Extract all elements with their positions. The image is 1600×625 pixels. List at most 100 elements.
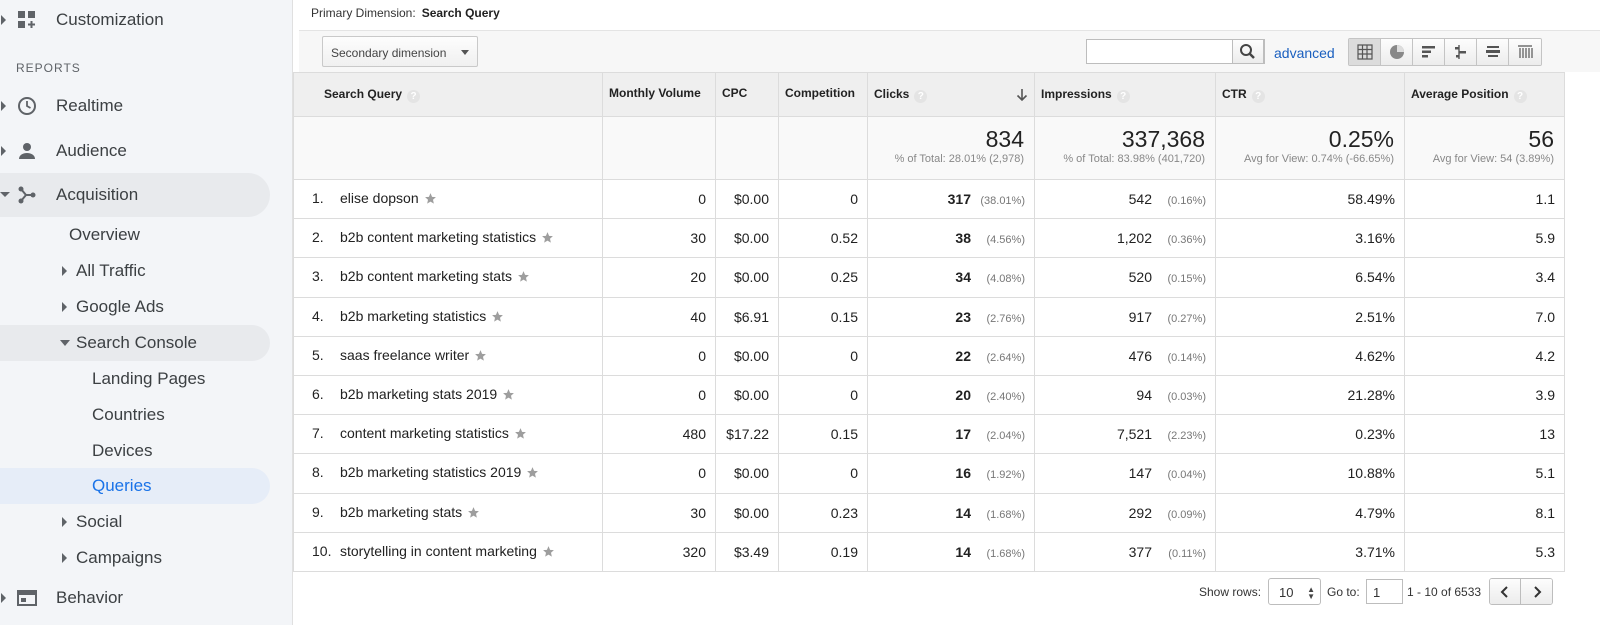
help-icon[interactable]: ? — [407, 89, 421, 103]
column-header-search-query[interactable]: Search Query? — [293, 72, 603, 117]
query-link[interactable]: storytelling in content marketing — [340, 542, 537, 559]
impressions-value: 377 — [1128, 543, 1152, 560]
sidebar-item-landing-pages[interactable]: Landing Pages — [0, 361, 270, 397]
row-number: 10. — [312, 542, 332, 559]
sidebar-item-audience[interactable]: Audience — [0, 133, 270, 169]
star-icon[interactable] — [424, 192, 437, 208]
sidebar-item-behavior[interactable]: Behavior — [0, 580, 270, 616]
monthly-volume-cell: 20 — [602, 257, 716, 298]
page-range: 1 - 10 of 6533 — [1407, 585, 1482, 599]
average-position-cell: 5.9 — [1404, 218, 1565, 259]
impressions-percent: (0.09%) — [1167, 508, 1206, 521]
pivot-icon — [1518, 45, 1533, 58]
sidebar-item-search-console[interactable]: Search Console — [0, 325, 270, 361]
cpc-cell: $0.00 — [715, 178, 779, 220]
expand-arrow-icon — [1, 101, 6, 111]
secondary-dimension-dropdown[interactable]: Secondary dimension — [322, 36, 478, 67]
next-page-button[interactable] — [1521, 579, 1552, 604]
view-comparison-button[interactable] — [1445, 39, 1477, 65]
row-number: 8. — [312, 464, 324, 481]
help-icon[interactable]: ? — [914, 89, 928, 103]
clicks-cell: 38 (4.56%) — [867, 218, 1035, 259]
sidebar-item-countries[interactable]: Countries — [0, 397, 270, 433]
star-icon[interactable] — [491, 310, 504, 326]
query-link[interactable]: content marketing statistics — [340, 425, 509, 442]
average-position-cell: 5.1 — [1404, 453, 1565, 494]
primary-dimension-label: Primary Dimension: — [311, 6, 416, 20]
star-icon[interactable] — [514, 427, 527, 443]
sidebar-item-all-traffic[interactable]: All Traffic — [0, 253, 270, 289]
query-link[interactable]: b2b content marketing stats — [340, 268, 512, 285]
table-row: 1. elise dopson 0 $0.00 0 317 (38.01%) 542 (0.16… — [293, 178, 1565, 220]
sidebar-item-devices[interactable]: Devices — [0, 433, 270, 469]
clicks-cell: 34 (4.08%) — [867, 257, 1035, 298]
goto-page-input[interactable]: 1 — [1366, 579, 1403, 604]
column-header-impressions[interactable]: Impressions? — [1034, 72, 1216, 117]
clicks-percent: (2.64%) — [986, 351, 1025, 364]
clicks-cell: 14 (1.68%) — [867, 531, 1035, 572]
query-link[interactable]: b2b marketing statistics 2019 — [340, 464, 522, 481]
impressions-value: 542 — [1128, 191, 1152, 208]
table-search-button[interactable] — [1232, 39, 1264, 64]
clicks-value: 17 — [955, 426, 971, 443]
clicks-cell: 14 (1.68%) — [867, 492, 1035, 533]
star-icon[interactable] — [541, 231, 554, 247]
sidebar-item-label: Overview — [69, 225, 140, 244]
query-link[interactable]: elise dopson — [340, 190, 419, 207]
sidebar-item-campaigns[interactable]: Campaigns — [0, 540, 270, 576]
star-icon[interactable] — [517, 270, 530, 286]
impressions-value: 94 — [1136, 387, 1152, 404]
sidebar-item-acquisition[interactable]: Acquisition — [0, 177, 270, 213]
impressions-cell: 94 (0.03%) — [1034, 374, 1216, 416]
competition-cell: 0.52 — [778, 218, 868, 259]
view-pie-button[interactable] — [1381, 39, 1413, 65]
sidebar-item-customization[interactable]: Customization — [0, 2, 270, 38]
primary-dimension-value[interactable]: Search Query — [421, 6, 500, 20]
impressions-cell: 377 (0.11%) — [1034, 531, 1216, 572]
report-table: Search Query? Monthly Volume CPC Competi… — [293, 72, 1565, 572]
cpc-cell: $6.91 — [715, 296, 779, 337]
help-icon[interactable]: ? — [1116, 89, 1130, 103]
star-icon[interactable] — [502, 388, 515, 404]
column-header-clicks[interactable]: Clicks? — [867, 72, 1035, 117]
sidebar-item-social[interactable]: Social — [0, 504, 270, 540]
sidebar-item-realtime[interactable]: Realtime — [0, 88, 270, 124]
query-link[interactable]: b2b marketing stats — [340, 503, 463, 520]
view-pivot-button[interactable] — [1509, 39, 1541, 65]
star-icon[interactable] — [467, 506, 480, 522]
table-row: 3. b2b content marketing stats 20 $0.00 0.25… — [293, 257, 1565, 298]
column-header-cpc[interactable]: CPC — [715, 72, 779, 117]
view-term-cloud-button[interactable] — [1477, 39, 1509, 65]
clicks-value: 38 — [955, 230, 971, 247]
sidebar-item-queries[interactable]: Queries — [0, 468, 270, 504]
clicks-percent: (1.92%) — [986, 469, 1025, 482]
view-table-button[interactable] — [1349, 39, 1381, 65]
query-link[interactable]: b2b content marketing statistics — [340, 229, 537, 246]
help-icon[interactable]: ? — [1251, 89, 1265, 103]
clicks-percent: (2.04%) — [986, 430, 1025, 443]
star-icon[interactable] — [526, 466, 539, 482]
impressions-value: 147 — [1128, 465, 1152, 482]
view-performance-button[interactable] — [1413, 39, 1445, 65]
query-link[interactable]: b2b marketing statistics — [340, 307, 487, 324]
column-header-average-position[interactable]: Average Position? — [1404, 72, 1565, 117]
dashboard-grid-icon — [18, 11, 35, 28]
column-header-monthly-volume[interactable]: Monthly Volume — [602, 72, 716, 117]
star-icon[interactable] — [542, 545, 555, 561]
sidebar-item-google-ads[interactable]: Google Ads — [0, 289, 270, 325]
cpc-cell: $0.00 — [715, 218, 779, 259]
help-icon[interactable]: ? — [1513, 89, 1527, 103]
sidebar-item-overview[interactable]: Overview — [0, 217, 270, 253]
column-header-competition[interactable]: Competition — [778, 72, 868, 117]
queries-highlight — [0, 468, 270, 504]
column-header-ctr[interactable]: CTR? — [1215, 72, 1405, 117]
query-link[interactable]: b2b marketing stats 2019 — [340, 386, 498, 403]
show-rows-select[interactable]: 10 ▲ ▼ — [1268, 578, 1321, 605]
sidebar-item-label: Audience — [56, 141, 127, 160]
star-icon[interactable] — [474, 349, 487, 365]
advanced-filter-link[interactable]: advanced — [1274, 45, 1335, 61]
show-rows-label: Show rows: — [1199, 585, 1262, 599]
query-link[interactable]: saas freelance writer — [340, 346, 470, 363]
clicks-percent: (4.56%) — [986, 234, 1025, 247]
previous-page-button[interactable] — [1490, 579, 1521, 604]
